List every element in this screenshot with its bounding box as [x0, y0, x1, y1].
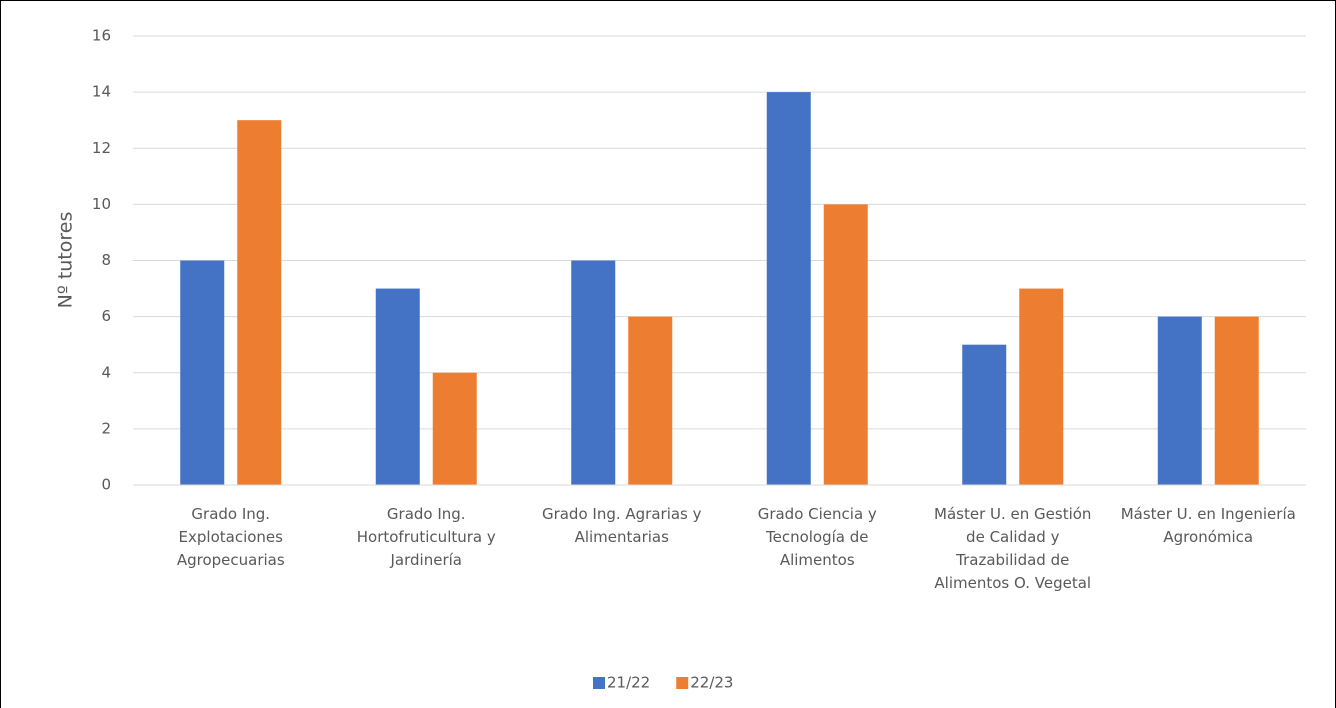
legend-label: 21/22 — [607, 674, 650, 692]
y-axis-label: Nº tutores — [55, 212, 77, 309]
y-tick-label: 6 — [101, 307, 111, 325]
y-tick-label: 8 — [101, 251, 111, 269]
y-tick-label: 4 — [101, 363, 111, 381]
y-tick-label: 14 — [92, 83, 111, 101]
x-tick-label: Grado Ing. Agrarias y Alimentarias — [541, 505, 702, 546]
x-tick-label: Grado Ing. Explotaciones Agropecuarias — [176, 505, 285, 569]
bar — [1214, 316, 1259, 485]
legend-label: 22/23 — [690, 674, 733, 692]
bar — [375, 288, 420, 485]
legend-swatch — [676, 677, 689, 689]
bar — [180, 260, 225, 485]
y-tick-label: 16 — [92, 27, 111, 45]
y-tick-label: 2 — [101, 419, 111, 437]
bar — [1019, 288, 1064, 485]
legend-swatch — [593, 677, 605, 689]
bar — [1157, 316, 1202, 485]
y-tick-label: 12 — [92, 139, 111, 157]
x-tick-label: Grado Ing. Hortofruticultura y Jardinerí… — [356, 505, 496, 569]
bar — [571, 260, 616, 485]
bar — [766, 92, 811, 485]
bar — [237, 120, 282, 485]
y-tick-label: 0 — [101, 476, 111, 494]
bar — [628, 316, 673, 485]
x-tick-label: Máster U. en Ingeniería Agronómica — [1120, 505, 1296, 546]
x-tick-label: Grado Ciencia y Tecnología de Alimentos — [757, 505, 877, 569]
bar — [962, 344, 1007, 485]
bar — [432, 372, 477, 485]
x-tick-label: Máster U. en Gestión de Calidad y Trazab… — [934, 505, 1092, 592]
bar — [823, 204, 868, 485]
y-tick-label: 10 — [92, 195, 111, 213]
